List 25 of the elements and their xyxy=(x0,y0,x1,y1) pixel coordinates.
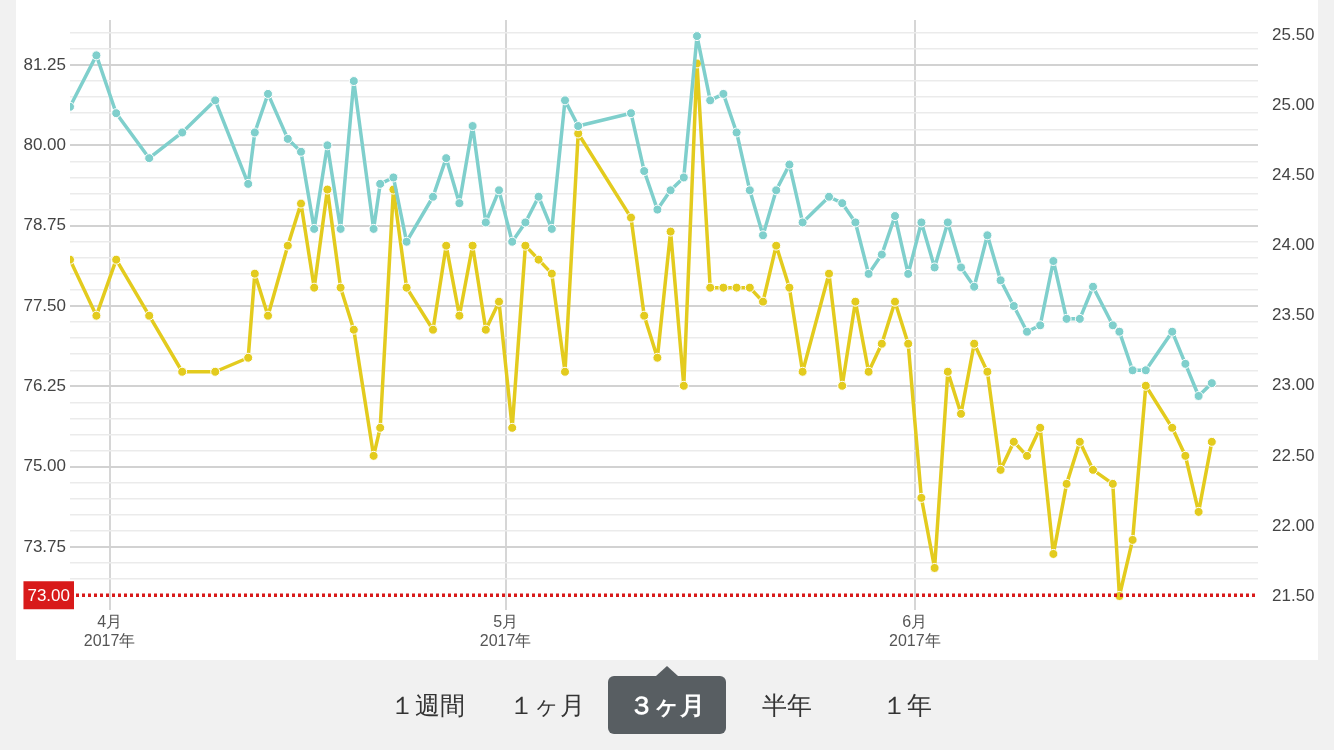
y-tick-label: 78.75 xyxy=(23,215,66,235)
category-label: ３ヶ月 xyxy=(608,676,726,734)
y2-tick-label: 25.50 xyxy=(1272,25,1315,45)
y-tick-label: 76.25 xyxy=(23,376,66,396)
y2-tick-label: 22.50 xyxy=(1272,445,1315,465)
y2-tick-label: 21.50 xyxy=(1272,585,1315,605)
x-tick-label: 5月 2017年 xyxy=(479,613,532,650)
y-tick-label: 75.00 xyxy=(23,456,66,476)
ref-line-label: 73.00 xyxy=(27,585,71,605)
y2-tick-label: 24.00 xyxy=(1272,235,1315,255)
y2-tick-label: 25.00 xyxy=(1272,95,1315,115)
y2-tick-label: 23.00 xyxy=(1272,375,1315,395)
x-tick-label: 6月 2017年 xyxy=(889,613,941,650)
y-tick-label: 77.50 xyxy=(23,295,66,315)
y-tick-label: 73.75 xyxy=(23,536,66,556)
category-label: １ヶ月 xyxy=(488,676,606,734)
y-tick-label: 81.25 xyxy=(23,54,66,74)
y2-tick-label: 23.50 xyxy=(1272,305,1315,325)
category-label: 半年 xyxy=(728,676,846,734)
y2-tick-label: 24.50 xyxy=(1272,165,1315,185)
x-tick-label: 4月 2017年 xyxy=(83,613,136,650)
category-label: １週間 xyxy=(368,676,486,734)
y-tick-label: 80.00 xyxy=(23,135,66,155)
y2-tick-label: 22.00 xyxy=(1272,515,1315,535)
category-label: １年 xyxy=(848,676,966,734)
